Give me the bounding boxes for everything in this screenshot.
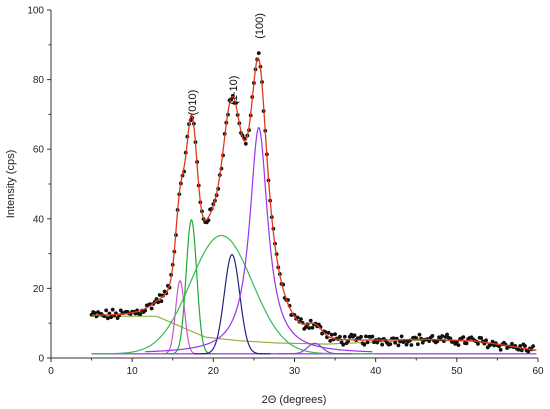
data-points xyxy=(89,51,536,354)
data-point xyxy=(380,342,385,347)
data-point xyxy=(307,326,312,330)
x-tick-label: 60 xyxy=(532,366,544,377)
data-point xyxy=(243,141,248,146)
data-point xyxy=(308,318,313,323)
data-point xyxy=(396,343,401,348)
data-point xyxy=(440,334,445,338)
data-point xyxy=(295,315,300,320)
data-point xyxy=(498,347,503,352)
data-point xyxy=(156,300,161,305)
data-point xyxy=(157,293,162,297)
data-point xyxy=(359,334,363,339)
peak-component-4 xyxy=(193,254,271,355)
data-point xyxy=(531,344,536,349)
data-point xyxy=(448,336,453,341)
data-point xyxy=(526,349,531,354)
data-point xyxy=(342,334,347,339)
data-point xyxy=(409,343,414,347)
data-point xyxy=(479,336,484,340)
data-point xyxy=(159,299,164,304)
data-point xyxy=(329,332,334,337)
data-point xyxy=(456,343,461,348)
data-point xyxy=(490,339,495,344)
data-point xyxy=(110,307,115,312)
data-point xyxy=(516,347,521,352)
data-point xyxy=(333,332,337,337)
axes: 0 10 20 30 40 50 60 0 20 40 60 80 100 (010) (1-10) (100… xyxy=(27,6,544,378)
data-point xyxy=(420,340,425,345)
x-tick-label: 30 xyxy=(289,366,301,377)
data-point xyxy=(370,334,375,339)
data-point xyxy=(497,344,501,349)
x-axis-title: 2Θ (degrees) xyxy=(262,394,327,406)
x-tick-label: 20 xyxy=(208,366,220,377)
data-point xyxy=(92,311,97,315)
data-point xyxy=(464,341,469,346)
data-point xyxy=(523,344,527,348)
data-point xyxy=(415,342,420,347)
data-point xyxy=(417,332,422,337)
data-point xyxy=(328,338,333,343)
data-point xyxy=(138,312,143,317)
data-point xyxy=(256,51,261,56)
y-tick-label: 40 xyxy=(33,214,45,225)
data-point xyxy=(149,306,154,311)
peak-annotation-3: (100) xyxy=(254,13,266,39)
x-tick-label: 10 xyxy=(127,366,139,377)
data-point xyxy=(338,334,342,339)
data-point xyxy=(299,317,303,322)
data-point xyxy=(352,333,357,338)
data-point xyxy=(303,325,308,329)
data-point xyxy=(364,334,368,339)
data-point xyxy=(427,339,432,343)
y-axis-title: Intensity (cps) xyxy=(5,150,17,218)
data-point xyxy=(341,342,346,347)
data-point xyxy=(435,339,440,344)
data-point xyxy=(519,348,524,353)
data-point xyxy=(393,340,398,345)
data-point xyxy=(109,315,113,320)
fit-line xyxy=(91,56,537,351)
data-point xyxy=(362,342,367,347)
data-point xyxy=(398,339,402,344)
data-point xyxy=(104,308,109,313)
data-point xyxy=(461,335,466,340)
data-point xyxy=(399,334,404,339)
x-tick-label: 0 xyxy=(48,366,54,377)
data-point xyxy=(445,332,449,337)
data-point xyxy=(365,340,370,345)
data-point xyxy=(484,338,488,343)
data-point xyxy=(510,341,514,346)
x-tick-label: 40 xyxy=(370,366,382,377)
peak-component-6 xyxy=(278,342,352,355)
data-point xyxy=(388,342,393,347)
data-point xyxy=(476,341,480,346)
y-tick-label: 0 xyxy=(38,354,44,365)
data-point xyxy=(430,333,435,338)
x-tick-label: 50 xyxy=(451,366,463,377)
plot-area xyxy=(89,51,537,355)
y-tick-label: 100 xyxy=(27,6,44,17)
data-point xyxy=(105,316,110,321)
data-point xyxy=(310,325,315,330)
peak-annotation-2: (1-10) xyxy=(228,76,240,105)
peak-component-5 xyxy=(145,126,373,353)
data-point xyxy=(326,330,331,335)
y-tick-label: 80 xyxy=(33,75,45,86)
data-point xyxy=(404,342,409,347)
peak-annotation-1: (010) xyxy=(187,90,199,116)
y-tick-label: 20 xyxy=(33,284,45,295)
y-tick-label: 60 xyxy=(33,145,45,156)
peak-component-3 xyxy=(91,234,376,355)
data-point xyxy=(375,340,380,345)
